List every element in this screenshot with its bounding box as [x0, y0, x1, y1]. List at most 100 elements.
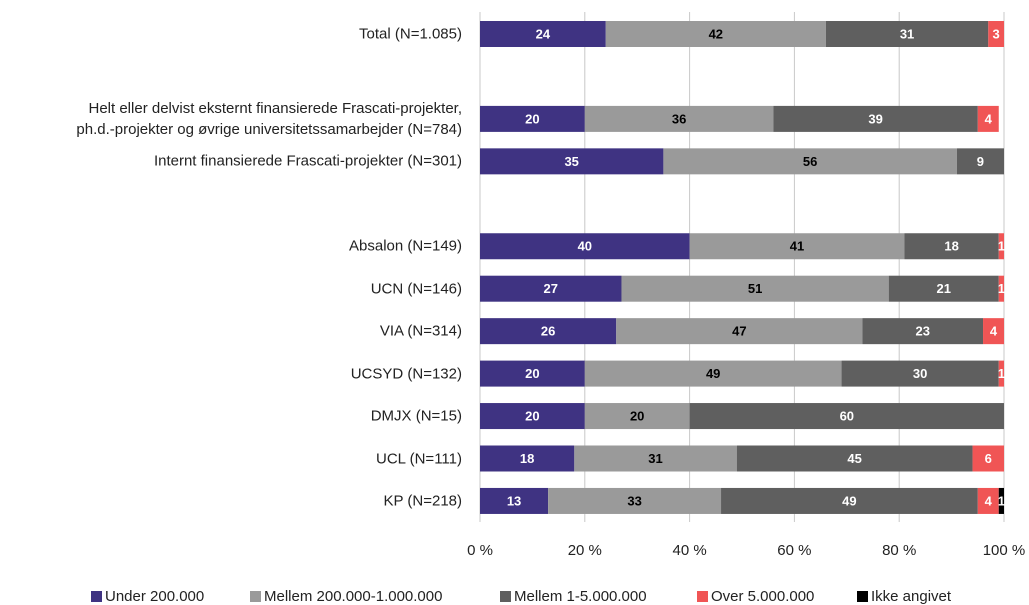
bar-segment [616, 318, 863, 345]
bar-segment [988, 21, 1004, 47]
data-label: 26 [541, 324, 555, 339]
data-label: 40 [578, 239, 592, 254]
bar-segment [998, 275, 1004, 302]
x-tick-label: 40 % [672, 542, 706, 559]
y-tick-label: KP (N=218) [383, 492, 462, 510]
data-label: 13 [507, 493, 521, 508]
data-label: 1 [998, 239, 1005, 254]
data-label: 18 [520, 451, 534, 466]
data-label: 4 [985, 493, 993, 508]
legend-swatch [500, 591, 511, 602]
data-label: 4 [985, 111, 993, 126]
bar-segment [689, 233, 905, 260]
bar-segment [977, 487, 999, 514]
data-label: 49 [842, 493, 856, 508]
legend-swatch [697, 591, 708, 602]
bar-segment [584, 360, 842, 387]
bar-segment [480, 487, 549, 514]
bar-segment [480, 360, 585, 387]
data-label: 36 [672, 111, 686, 126]
y-tick-label: DMJX (N=15) [370, 407, 462, 425]
y-tick-label: UCN (N=146) [370, 280, 462, 298]
bar-segment [998, 360, 1004, 387]
data-label: 20 [525, 111, 539, 126]
data-label: 30 [913, 366, 927, 381]
data-label: 20 [630, 408, 644, 423]
bar-segment [983, 318, 1004, 345]
data-label: 4 [990, 324, 998, 339]
bar-segment [904, 233, 999, 260]
legend-label: Mellem 1-5.000.000 [514, 588, 647, 605]
data-label: 42 [709, 26, 723, 41]
data-label: 47 [732, 324, 746, 339]
y-tick-label: UCSYD (N=132) [350, 365, 462, 383]
data-label: 23 [916, 324, 930, 339]
data-label: 27 [544, 281, 558, 296]
x-tick-label: 0 % [467, 542, 493, 559]
data-label: 45 [847, 451, 861, 466]
bar-segment [841, 360, 999, 387]
x-tick-label: 100 % [983, 542, 1026, 559]
x-tick-label: 60 % [777, 542, 811, 559]
bar-segment [998, 487, 1004, 514]
legend-label: Over 5.000.000 [711, 588, 814, 605]
legend-label: Ikke angivet [871, 588, 952, 605]
bar-segment [480, 105, 585, 132]
bar-segment [480, 403, 585, 430]
data-label: 51 [748, 281, 762, 296]
data-label: 1 [998, 366, 1005, 381]
y-tick-label: Total (N=1.085) [359, 25, 462, 43]
y-tick-label: UCL (N=111) [375, 450, 462, 467]
bar-segment [574, 445, 737, 472]
data-label: 18 [944, 239, 958, 254]
legend-label: Mellem 200.000-1.000.000 [264, 588, 442, 605]
bar-segment [773, 105, 978, 132]
y-tick-label: Absalon (N=149) [349, 237, 462, 255]
bar-segment [736, 445, 973, 472]
data-label: 60 [840, 408, 854, 423]
data-label: 20 [525, 366, 539, 381]
y-tick-label: Internt finansierede Frascati-projekter … [153, 152, 462, 170]
data-label: 6 [985, 451, 992, 466]
bar-segment [548, 487, 722, 514]
bar-segment [998, 233, 1004, 260]
bar-segment [480, 445, 575, 472]
bar-segment [888, 275, 999, 302]
legend-swatch [250, 591, 261, 602]
y-tick-label: VIA (N=314) [379, 322, 462, 340]
bar-segment [480, 318, 617, 345]
data-label: 39 [868, 111, 882, 126]
bar-segment [862, 318, 984, 345]
bar-segment [584, 105, 774, 132]
data-label: 1 [998, 281, 1005, 296]
bar-segment [825, 21, 989, 47]
bar-segment [956, 148, 1004, 175]
bar-segment [480, 275, 622, 302]
x-tick-label: 80 % [882, 542, 916, 559]
bar-segment [663, 148, 957, 175]
bar-segment [605, 21, 826, 47]
legend-swatch [91, 591, 102, 602]
bar-segment [584, 403, 690, 430]
bar-segment [689, 403, 1004, 430]
data-label: 56 [803, 154, 817, 169]
data-label: 24 [536, 26, 551, 41]
bar-segment [480, 233, 690, 260]
bar-segment [721, 487, 978, 514]
data-label: 31 [648, 451, 662, 466]
bar-segment [972, 445, 1004, 472]
data-label: 49 [706, 366, 720, 381]
data-label: 31 [900, 26, 914, 41]
data-label: 9 [977, 154, 984, 169]
bar-segment [480, 148, 664, 175]
legend-label: Under 200.000 [105, 588, 204, 605]
x-tick-label: 20 % [568, 542, 602, 559]
data-label: 20 [525, 408, 539, 423]
data-label: 35 [564, 154, 578, 169]
bar-segment [621, 275, 889, 302]
bar-segment [480, 21, 606, 47]
data-label: 21 [937, 281, 951, 296]
data-label: 1 [998, 493, 1005, 508]
legend-swatch [857, 591, 868, 602]
